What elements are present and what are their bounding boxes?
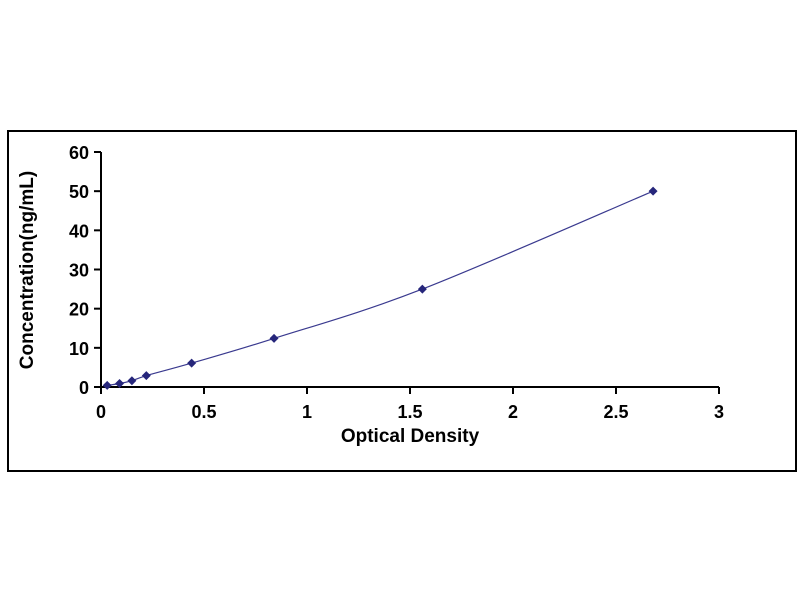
x-tick-label: 0.5 — [191, 402, 216, 422]
y-tick-label: 0 — [79, 378, 89, 398]
data-point-marker — [115, 378, 125, 388]
y-tick-label: 50 — [69, 182, 89, 202]
data-point-marker — [187, 358, 197, 368]
data-point-marker — [648, 186, 658, 196]
x-tick-label: 0 — [96, 402, 106, 422]
standard-curve-line — [107, 190, 654, 387]
y-tick-label: 20 — [69, 300, 89, 320]
data-point-marker — [141, 371, 151, 381]
data-point-marker — [269, 333, 279, 343]
y-tick-label: 60 — [69, 143, 89, 163]
x-tick-label: 1 — [302, 402, 312, 422]
chart-container: Concentration(ng/mL) Optical Density 0 0.… — [7, 130, 797, 472]
y-axis-label: Concentration(ng/mL) — [17, 171, 38, 369]
x-tick-label: 3 — [714, 402, 724, 422]
x-tick-label: 1.5 — [397, 402, 422, 422]
data-point-marker — [127, 376, 137, 386]
data-point-marker — [417, 284, 427, 294]
x-tick-label: 2 — [508, 402, 518, 422]
y-tick-label: 30 — [69, 261, 89, 281]
data-point-marker — [102, 380, 112, 390]
y-tick-label: 10 — [69, 339, 89, 359]
y-tick-label: 40 — [69, 221, 89, 241]
x-tick-label: 2.5 — [603, 402, 628, 422]
x-axis-label: Optical Density — [341, 426, 480, 447]
chart-svg: Concentration(ng/mL) Optical Density 0 0.… — [17, 143, 724, 447]
